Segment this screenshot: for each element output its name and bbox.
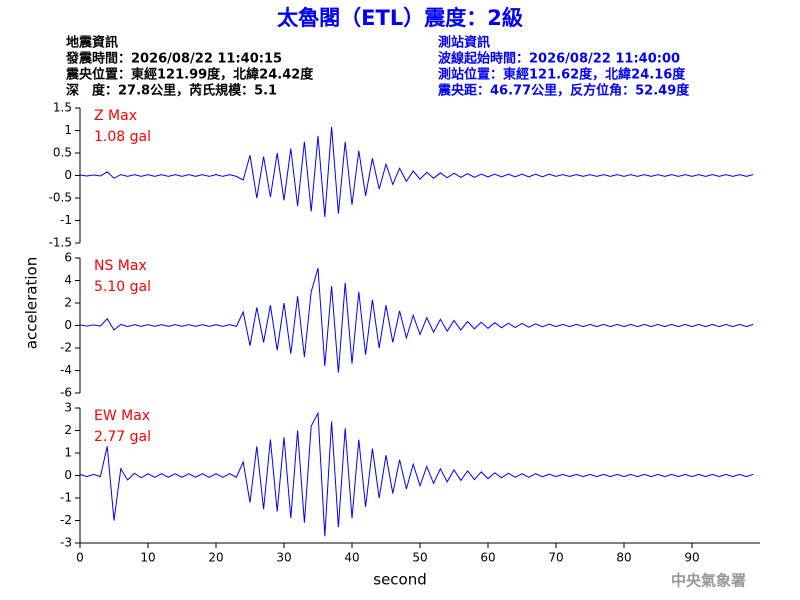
y-tick-label: -1 [60, 491, 72, 505]
y-tick-label: -3 [60, 536, 72, 550]
x-tick-label: 90 [684, 551, 699, 565]
info-left: 地震資訊 [66, 35, 118, 51]
y-tick-label: 1 [64, 446, 72, 460]
annotation: 2.77 gal [94, 429, 151, 445]
info-right: 波線起始時間：2026/08/22 11:40:00 [438, 51, 680, 67]
y-tick-label: 0 [64, 468, 72, 482]
y-tick-label: -1.5 [49, 236, 72, 250]
info-right: 測站資訊 [438, 35, 490, 51]
x-tick-label: 70 [548, 551, 563, 565]
x-tick-label: 20 [208, 551, 223, 565]
x-tick-label: 50 [412, 551, 427, 565]
trace [79, 411, 754, 537]
info-left: 震央位置：東經121.99度，北緯24.42度 [65, 67, 314, 83]
info-left: 發震時間：2026/08/22 11:40:15 [65, 51, 282, 67]
y-tick-label: 1 [64, 123, 72, 137]
annotation: 5.10 gal [94, 279, 151, 295]
annotation: EW Max [94, 408, 150, 424]
info-right: 震央距：46.77公里，反方位角：52.49度 [437, 83, 690, 99]
y-tick-label: -2 [60, 513, 72, 527]
y-tick-label: -2 [60, 341, 72, 355]
x-tick-label: 10 [140, 551, 155, 565]
annotation: Z Max [94, 108, 137, 124]
x-tick-label: 0 [76, 551, 84, 565]
annotation: NS Max [94, 258, 147, 274]
annotation: 1.08 gal [94, 129, 151, 145]
y-axis-label: acceleration [23, 257, 41, 349]
y-tick-label: 2 [64, 296, 72, 310]
credit: 中央氣象署 [671, 572, 746, 590]
y-tick-label: 0.5 [53, 146, 72, 160]
y-tick-label: -6 [60, 386, 72, 400]
x-axis-label: second [373, 571, 427, 589]
y-tick-label: -0.5 [49, 191, 72, 205]
y-tick-label: -1 [60, 213, 72, 227]
y-tick-label: 4 [64, 273, 72, 287]
x-tick-label: 40 [344, 551, 359, 565]
y-tick-label: 6 [64, 251, 72, 265]
x-tick-label: 60 [480, 551, 495, 565]
y-tick-label: 0 [64, 168, 72, 182]
info-left: 深 度：27.8公里，芮氏規模：5.1 [66, 83, 277, 99]
y-tick-label: 2 [64, 423, 72, 437]
chart-title: 太魯閣（ETL）震度：2級 [277, 6, 523, 30]
y-tick-label: 1.5 [53, 101, 72, 115]
y-tick-label: -4 [60, 363, 72, 377]
y-tick-label: 0 [64, 318, 72, 332]
y-tick-label: 3 [64, 401, 72, 415]
x-tick-label: 80 [616, 551, 631, 565]
info-right: 測站位置：東經121.62度，北緯24.16度 [438, 67, 686, 83]
x-tick-label: 30 [276, 551, 291, 565]
trace [79, 126, 754, 217]
trace [79, 267, 754, 373]
